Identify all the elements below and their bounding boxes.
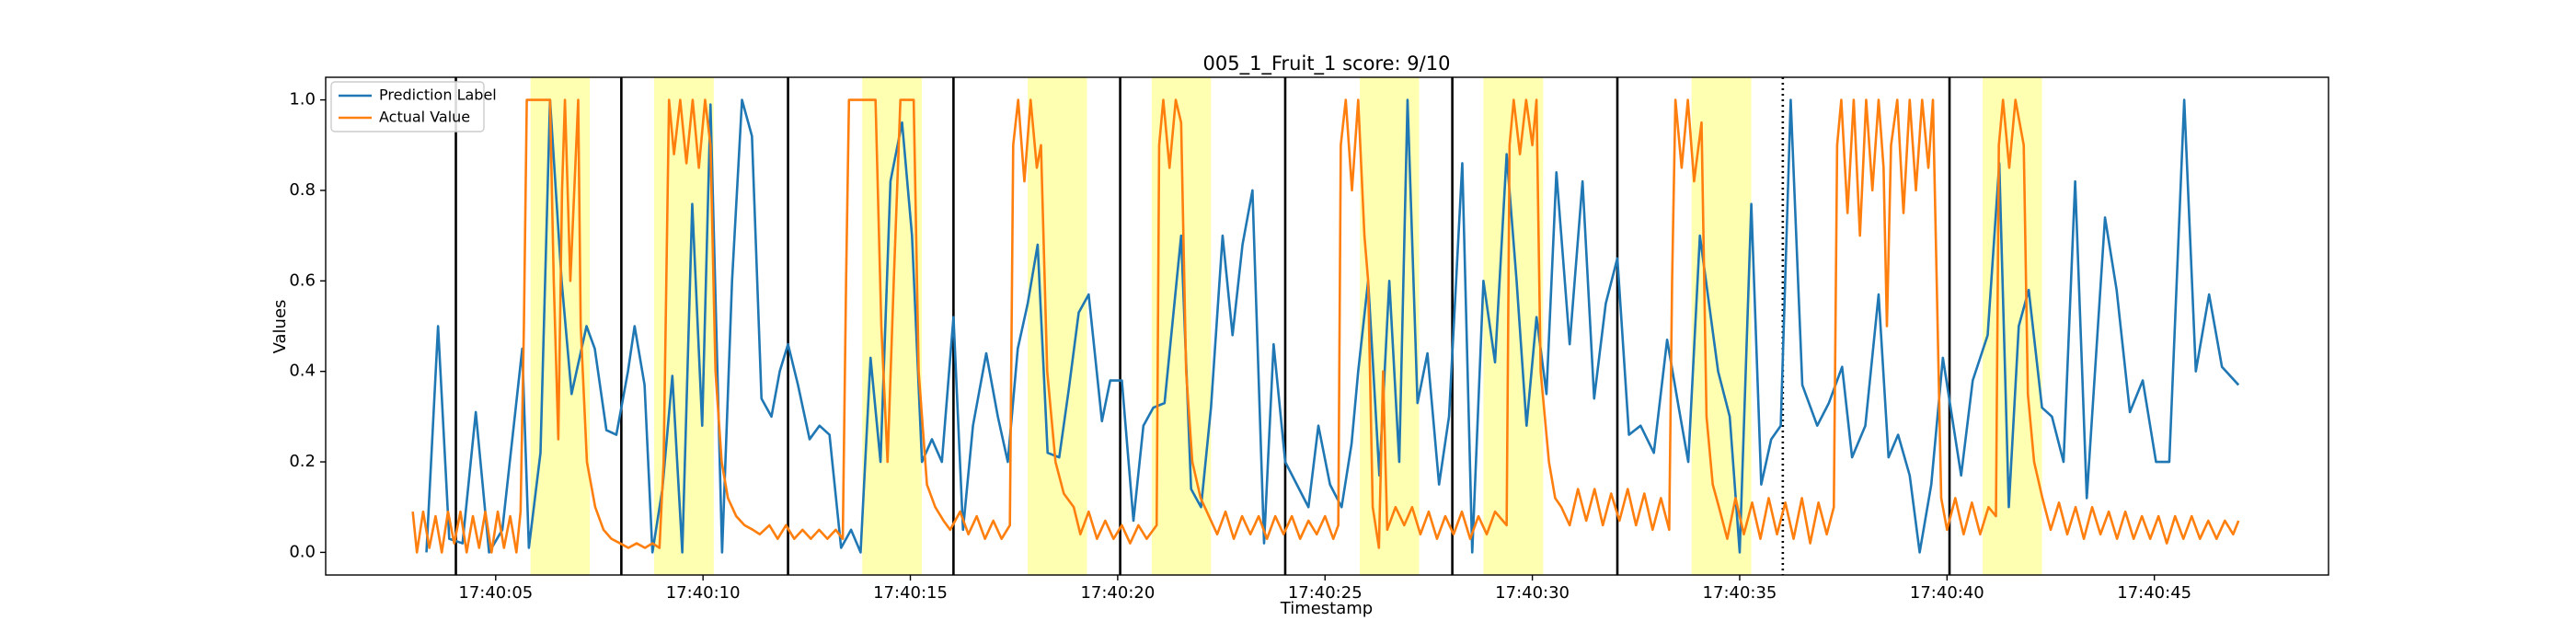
x-tick-label: 17:40:40 <box>1910 583 1984 603</box>
y-tick-label: 0.8 <box>289 180 316 200</box>
x-tick-label: 17:40:15 <box>873 583 948 603</box>
highlight-span <box>1483 77 1544 575</box>
x-tick-label: 17:40:30 <box>1495 583 1570 603</box>
y-tick-label: 0.6 <box>289 270 316 290</box>
data-line <box>425 98 2240 554</box>
y-axis-label: Values <box>270 300 290 354</box>
x-tick-label: 17:40:20 <box>1080 583 1155 603</box>
x-tick-label: 17:40:35 <box>1703 583 1777 603</box>
x-tick-label: 17:40:05 <box>458 583 533 603</box>
y-tick-label: 1.0 <box>289 90 316 109</box>
legend-label: Prediction Label <box>379 86 497 104</box>
plot-frame <box>325 76 2329 576</box>
y-tick-label: 0.4 <box>289 362 316 381</box>
x-tick-label: 17:40:25 <box>1288 583 1363 603</box>
x-tick-label: 17:40:10 <box>666 583 741 603</box>
legend-box <box>330 81 485 132</box>
x-tick-label: 17:40:45 <box>2117 583 2191 603</box>
data-line <box>411 98 2240 554</box>
x-axis-label: Timestamp <box>1280 599 1373 618</box>
plot-area <box>411 77 2240 575</box>
y-tick-label: 0.0 <box>289 542 316 561</box>
legend-label: Actual Value <box>379 109 470 126</box>
chart-title: 005_1_Fruit_1 score: 9/10 <box>1203 52 1451 75</box>
y-tick-label: 0.2 <box>289 452 316 471</box>
